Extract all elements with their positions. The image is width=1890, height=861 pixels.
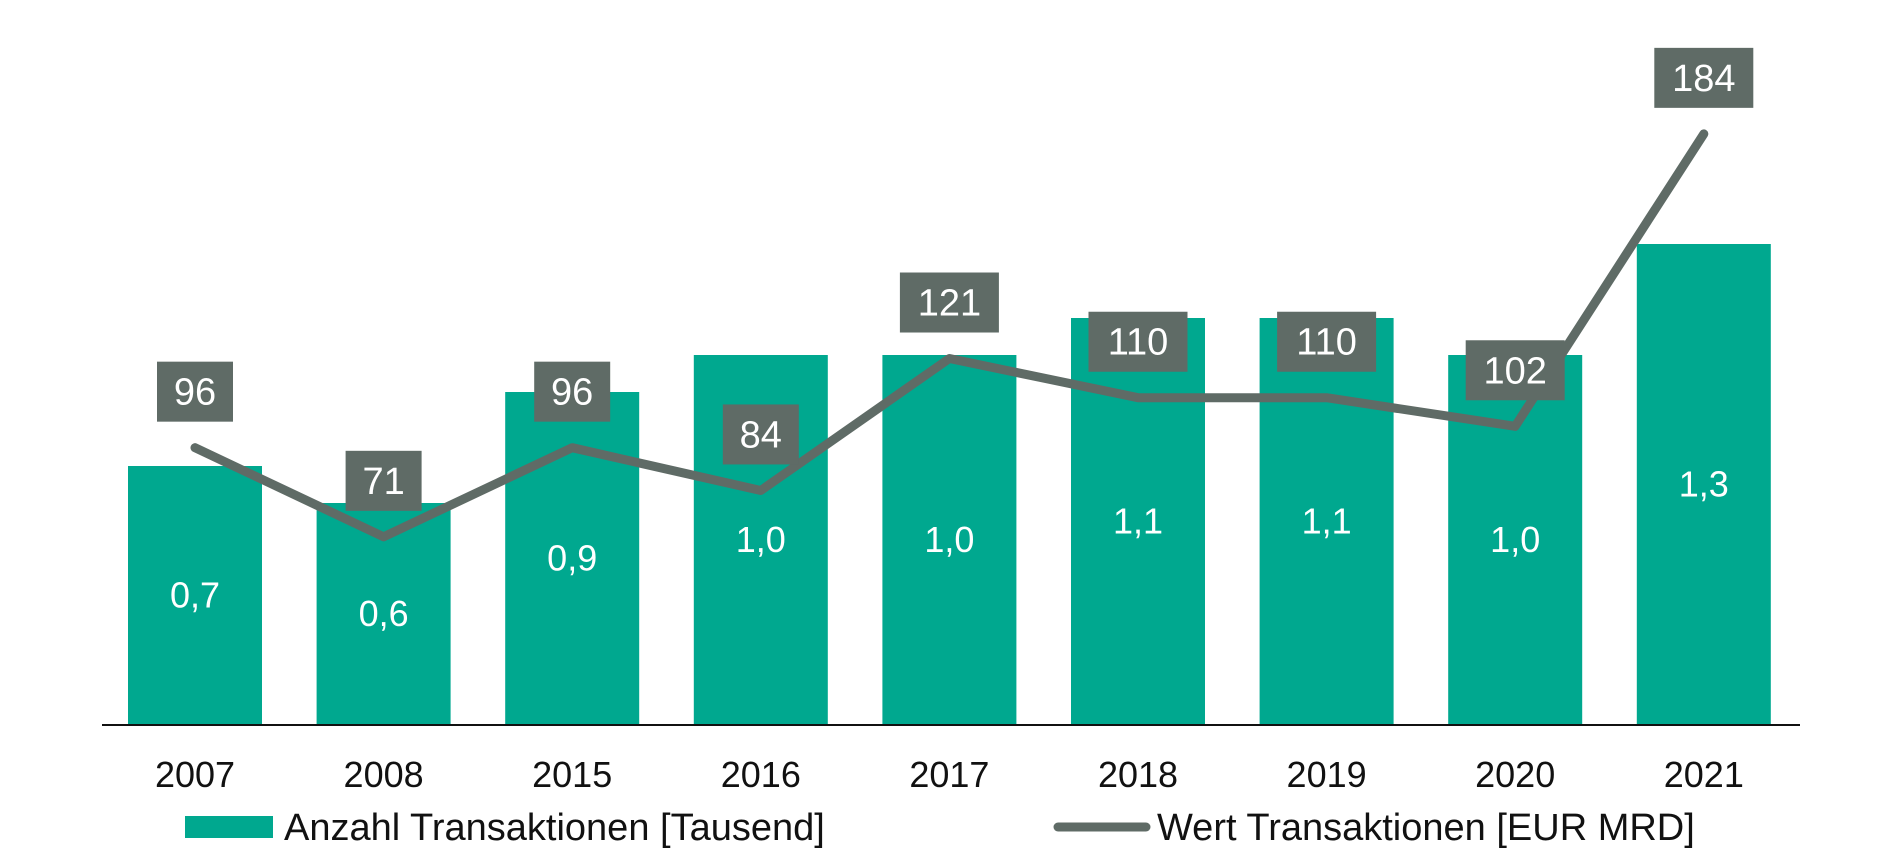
bar-label-2020: 1,0: [1490, 519, 1540, 560]
line-label-box-2020: [1465, 340, 1565, 401]
line-label-text-2017: 121: [918, 283, 981, 325]
line-data-labels: 96 71 96 84 121 110 110 102 184: [157, 47, 1754, 511]
line-label-2016: 84: [722, 404, 799, 465]
bar-series: [128, 244, 1771, 725]
bar-label-2008: 0,6: [359, 593, 409, 634]
line-label-text-2018: 110: [1108, 322, 1169, 364]
bar-label-2017: 1,0: [924, 519, 974, 560]
line-label-box-2019: [1277, 311, 1377, 372]
x-tick-2016: 2016: [721, 754, 801, 795]
x-tick-2019: 2019: [1287, 754, 1367, 795]
x-tick-2017: 2017: [909, 754, 989, 795]
line-label-text-2020: 102: [1483, 350, 1546, 392]
x-axis-tick-labels: 2007 2008 2015 2016 2017 2018 2019 2020 2021: [155, 754, 1744, 795]
line-label-text-2007: 96: [174, 372, 216, 414]
x-tick-2020: 2020: [1475, 754, 1555, 795]
line-label-text-2015: 96: [551, 372, 593, 414]
line-label-box-2018: [1088, 311, 1188, 372]
line-label-2017: 121: [899, 272, 999, 333]
line-label-2008: 71: [345, 450, 422, 511]
line-label-box-2016: [722, 404, 799, 465]
x-tick-2007: 2007: [155, 754, 235, 795]
bar-label-2019: 1,1: [1302, 501, 1352, 542]
legend-bar-swatch: [185, 816, 273, 838]
x-tick-2018: 2018: [1098, 754, 1178, 795]
line-label-2015: 96: [534, 361, 611, 422]
line-label-2021: 184: [1654, 47, 1754, 108]
bar-label-2007: 0,7: [170, 575, 220, 616]
bar-label-2021: 1,3: [1679, 464, 1729, 505]
x-tick-2008: 2008: [344, 754, 424, 795]
line-label-text-2016: 84: [740, 414, 782, 456]
line-label-box-2007: [157, 361, 233, 422]
bar-2007: [128, 466, 262, 725]
bar-2017: [882, 355, 1017, 725]
line-label-2019: 110: [1277, 311, 1377, 372]
legend-bar-label: Anzahl Transaktionen [Tausend]: [284, 807, 825, 849]
line-label-2020: 102: [1465, 340, 1565, 401]
line-label-box-2017: [899, 272, 999, 333]
bar-2019: [1259, 318, 1394, 725]
line-series: [190, 129, 1709, 542]
x-tick-2015: 2015: [532, 754, 612, 795]
line-label-text-2021: 184: [1672, 58, 1735, 100]
line-label-2007: 96: [157, 361, 233, 422]
line-label-2018: 110: [1088, 311, 1188, 372]
line-label-box-2008: [345, 450, 422, 511]
x-tick-2021: 2021: [1664, 754, 1744, 795]
line-label-box-2015: [534, 361, 611, 422]
bar-2021: [1636, 244, 1771, 725]
line-label-box-2021: [1654, 47, 1754, 108]
bar-label-2015: 0,9: [547, 538, 597, 579]
line-label-text-2019: 110: [1296, 322, 1357, 364]
bar-label-2018: 1,1: [1113, 501, 1163, 542]
bar-label-2016: 1,0: [736, 519, 786, 560]
legend-line-label: Wert Transaktionen [EUR MRD]: [1157, 807, 1695, 849]
bar-data-labels: 0,7 0,6 0,9 1,0 1,0 1,1 1,1 1,0 1,3: [170, 464, 1729, 635]
legend: Anzahl Transaktionen [Tausend] Wert Tran…: [185, 807, 1695, 849]
line-label-text-2008: 71: [362, 461, 404, 503]
